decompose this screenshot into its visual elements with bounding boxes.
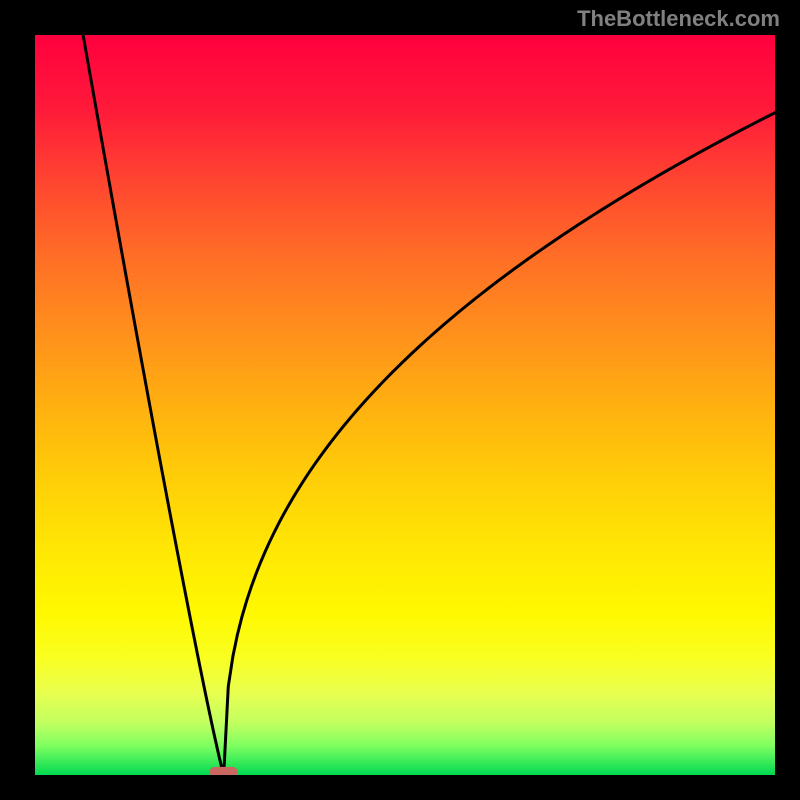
chart-container: TheBottleneck.com	[0, 0, 800, 800]
plot-area	[35, 35, 775, 775]
minimum-marker	[210, 767, 238, 775]
watermark-text: TheBottleneck.com	[577, 6, 780, 32]
bottleneck-curve	[83, 35, 775, 775]
curve-layer	[35, 35, 775, 775]
